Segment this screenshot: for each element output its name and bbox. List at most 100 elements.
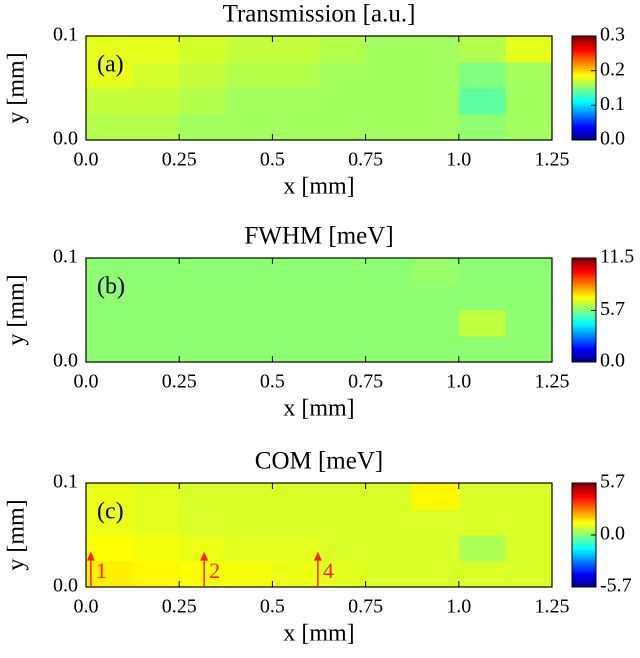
heatmap-cell bbox=[412, 284, 460, 311]
colorbar-swatch bbox=[572, 306, 596, 309]
colorbar-swatch bbox=[572, 581, 596, 585]
heatmap-cell bbox=[179, 258, 227, 285]
colorbar-swatch bbox=[572, 522, 596, 526]
heatmap-cell bbox=[365, 561, 413, 588]
heatmap-cell bbox=[458, 284, 506, 311]
colorbar-swatch bbox=[572, 271, 596, 275]
chart-title: COM [meV] bbox=[255, 448, 383, 475]
colorbar-swatch bbox=[572, 493, 596, 496]
colorbar-swatch bbox=[572, 336, 596, 339]
colorbar-swatch bbox=[572, 491, 596, 494]
colorbar-swatch bbox=[572, 540, 596, 543]
colorbar-swatch bbox=[572, 46, 596, 49]
colorbar-swatch bbox=[572, 567, 596, 571]
colorbar-swatch bbox=[572, 88, 596, 91]
colorbar-swatch bbox=[572, 316, 596, 320]
colorbar-swatch bbox=[572, 292, 596, 295]
colorbar-swatch bbox=[572, 48, 596, 51]
colorbar-swatch bbox=[572, 105, 596, 108]
colorbar-swatch bbox=[572, 344, 596, 347]
heatmap-cell bbox=[132, 483, 180, 510]
heatmap-cell bbox=[319, 284, 367, 311]
colorbar-swatch bbox=[572, 56, 596, 60]
colorbar-swatch bbox=[572, 297, 596, 301]
colorbar-swatch bbox=[572, 576, 596, 579]
colorbar-swatch bbox=[572, 554, 596, 557]
plot-frame bbox=[85, 35, 553, 141]
colorbar-swatch bbox=[572, 533, 596, 536]
heatmap-cell bbox=[179, 483, 227, 510]
y-tick-label: 0.1 bbox=[53, 246, 78, 268]
annotation-label: 2 bbox=[209, 558, 220, 583]
colorbar-swatch bbox=[572, 258, 596, 261]
colorbar-swatch bbox=[572, 126, 596, 129]
heatmap-cell bbox=[86, 483, 134, 510]
colorbar-swatch bbox=[572, 505, 596, 508]
heatmap-cell bbox=[179, 561, 227, 588]
y-tick-label: 0.1 bbox=[53, 471, 78, 493]
heatmap-cell bbox=[179, 310, 227, 337]
heatmap-cell bbox=[132, 561, 180, 588]
y-axis-label: y [mm] bbox=[4, 52, 30, 123]
heatmap-cell bbox=[132, 114, 180, 141]
colorbar-swatch bbox=[572, 70, 596, 73]
heatmap-cell bbox=[272, 258, 320, 285]
colorbar-swatch bbox=[572, 284, 596, 287]
colorbar-swatch bbox=[572, 68, 596, 72]
colorbar-swatch bbox=[572, 79, 596, 82]
annotation-label: 4 bbox=[323, 558, 334, 583]
heatmap-cell bbox=[505, 561, 553, 588]
plot-frame bbox=[85, 482, 553, 588]
heatmap-cell bbox=[365, 36, 413, 63]
heatmap-cell bbox=[365, 114, 413, 141]
colorbar-swatch bbox=[572, 122, 596, 125]
heatmap-cell bbox=[505, 336, 553, 363]
heatmap-cell bbox=[319, 62, 367, 89]
heatmap-cell bbox=[505, 483, 553, 510]
x-tick-label: 0.5 bbox=[260, 596, 285, 618]
annotation-label: 1 bbox=[96, 558, 107, 583]
colorbar-swatch bbox=[572, 510, 596, 514]
colorbar-swatch bbox=[572, 81, 596, 84]
colorbar-swatch bbox=[572, 509, 596, 512]
colorbar-swatch bbox=[572, 580, 596, 583]
colorbar-swatch bbox=[572, 296, 596, 299]
heatmap-cell bbox=[412, 62, 460, 89]
heatmap-cell bbox=[86, 88, 134, 115]
colorbar-swatch bbox=[572, 124, 596, 127]
colorbar-swatch bbox=[572, 51, 596, 54]
colorbar-swatch bbox=[572, 112, 596, 115]
x-tick-label: 0.25 bbox=[162, 371, 197, 393]
heatmap-cell bbox=[132, 284, 180, 311]
colorbar-swatch bbox=[572, 273, 596, 276]
heatmap-cell bbox=[272, 509, 320, 536]
colorbar-swatch bbox=[572, 507, 596, 510]
y-tick-label: 0.0 bbox=[53, 350, 78, 372]
heatmap-cell bbox=[458, 88, 506, 115]
heatmap-cell bbox=[319, 561, 367, 588]
heatmap-cell bbox=[225, 88, 273, 115]
colorbar-tick-label: 0.0 bbox=[600, 128, 625, 150]
colorbar-swatch bbox=[572, 550, 596, 553]
colorbar-swatch bbox=[572, 49, 596, 53]
colorbar-swatch bbox=[572, 136, 596, 139]
x-tick-label: 0.25 bbox=[162, 596, 197, 618]
heatmap-cell bbox=[132, 310, 180, 337]
colorbar-swatch bbox=[572, 569, 596, 572]
colorbar-swatch bbox=[572, 129, 596, 132]
colorbar-swatch bbox=[572, 311, 596, 315]
colorbar-swatch bbox=[572, 304, 596, 308]
colorbar-swatch bbox=[572, 561, 596, 564]
heatmap-cell bbox=[225, 535, 273, 562]
heatmap-cell bbox=[319, 258, 367, 285]
colorbar-swatch bbox=[572, 266, 596, 269]
colorbar-swatch bbox=[572, 114, 596, 117]
heatmap-cell bbox=[505, 310, 553, 337]
colorbar-swatch bbox=[572, 524, 596, 527]
colorbar-swatch bbox=[572, 495, 596, 498]
heatmap-cell bbox=[505, 62, 553, 89]
heatmap-cell bbox=[505, 535, 553, 562]
heatmap-cell bbox=[458, 483, 506, 510]
x-tick-label: 0.5 bbox=[260, 149, 285, 171]
colorbar-swatch bbox=[572, 39, 596, 42]
